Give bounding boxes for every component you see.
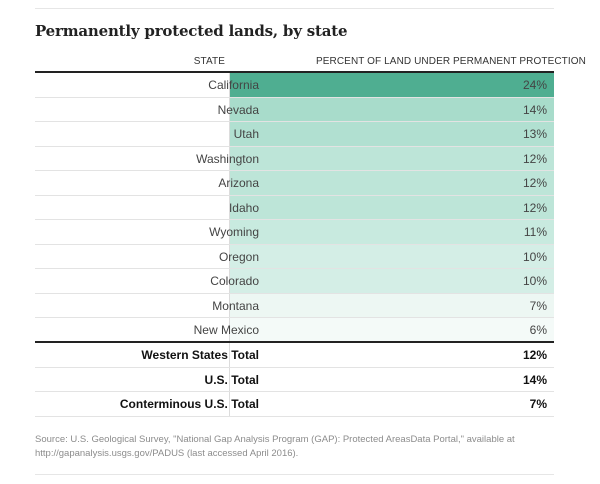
source-note: Source: U.S. Geological Survey, "Nationa… — [35, 434, 515, 459]
percent-value: 10% — [522, 274, 547, 288]
state-label: Idaho — [228, 200, 259, 215]
total-rows: Western States Total 12% U.S. Total 14% Cont… — [35, 343, 554, 417]
column-divider — [229, 269, 230, 293]
percent-value: 12% — [522, 200, 547, 215]
column-divider — [229, 146, 230, 170]
table-row: Utah 13% — [35, 122, 554, 147]
table-row: Wyoming 11% — [35, 220, 554, 245]
value-cell-fill — [230, 318, 554, 342]
state-column-header: STATE — [193, 56, 225, 67]
table-row: Nevada 14% — [35, 97, 554, 122]
table-row: Montana 7% — [35, 293, 554, 318]
table-row: Washington 12% — [35, 146, 554, 171]
value-cell-fill — [230, 293, 554, 317]
percent-value: 7% — [529, 298, 547, 313]
percent-value: 6% — [529, 323, 547, 337]
value-cell-fill — [230, 73, 554, 97]
value-cell-fill — [230, 195, 554, 219]
total-label: Conterminous U.S. Total — [119, 397, 259, 411]
state-label: New Mexico — [193, 323, 259, 337]
value-cell-fill — [230, 244, 554, 268]
state-rows: California 24% Nevada 14% Utah 13% Washington 1… — [35, 73, 554, 343]
value-cell-fill — [230, 269, 554, 293]
percent-value: 13% — [522, 127, 547, 141]
percent-value: 12% — [522, 151, 547, 166]
table-row: Colorado 10% — [35, 269, 554, 294]
column-divider — [229, 367, 230, 391]
table-row: Idaho 12% — [35, 195, 554, 220]
total-value: 14% — [522, 372, 547, 387]
column-divider — [229, 244, 230, 268]
state-label: California — [208, 78, 259, 92]
column-divider — [229, 220, 230, 244]
state-label: Oregon — [218, 249, 259, 264]
top-divider — [35, 8, 554, 9]
value-cell-fill — [230, 122, 554, 146]
value-cell-fill — [230, 220, 554, 244]
table-row: New Mexico 6% — [35, 318, 554, 343]
column-divider — [229, 171, 230, 195]
state-label: Arizona — [218, 176, 259, 190]
percent-value: 10% — [522, 249, 547, 264]
state-label: Colorado — [210, 274, 259, 288]
percent-column-header: PERCENT OF LAND UNDER PERMANENT PROTECTI… — [316, 56, 586, 67]
table-row: Oregon 10% — [35, 244, 554, 269]
total-label: U.S. Total — [204, 372, 259, 387]
percent-value: 24% — [522, 78, 547, 92]
total-value: 12% — [522, 348, 547, 362]
column-divider — [229, 73, 230, 97]
percent-value: 14% — [522, 102, 547, 117]
value-cell-fill — [230, 146, 554, 170]
state-label: Nevada — [217, 102, 259, 117]
percent-value: 12% — [522, 176, 547, 190]
percent-value: 11% — [523, 225, 547, 239]
totals-divider — [35, 341, 554, 343]
column-divider — [229, 318, 230, 342]
value-cell-fill — [230, 171, 554, 195]
total-row: Western States Total 12% — [35, 343, 554, 368]
column-divider — [229, 122, 230, 146]
chart-title: Permanently protected lands, by state — [35, 22, 348, 40]
column-divider — [229, 97, 230, 121]
column-divider — [229, 293, 230, 317]
total-value: 7% — [529, 397, 547, 411]
state-label: Montana — [212, 298, 259, 313]
column-divider — [229, 195, 230, 219]
header-divider — [35, 71, 554, 73]
table-row: Arizona 12% — [35, 171, 554, 196]
state-label: Wyoming — [209, 225, 259, 239]
column-divider — [229, 392, 230, 416]
column-divider — [229, 343, 230, 367]
table-row: California 24% — [35, 73, 554, 98]
state-label: Utah — [233, 127, 259, 141]
total-row: U.S. Total 14% — [35, 367, 554, 392]
state-label: Washington — [196, 151, 259, 166]
value-cell-fill — [230, 97, 554, 121]
total-row: Conterminous U.S. Total 7% — [35, 392, 554, 417]
total-label: Western States Total — [141, 348, 259, 362]
bottom-divider — [35, 474, 554, 475]
